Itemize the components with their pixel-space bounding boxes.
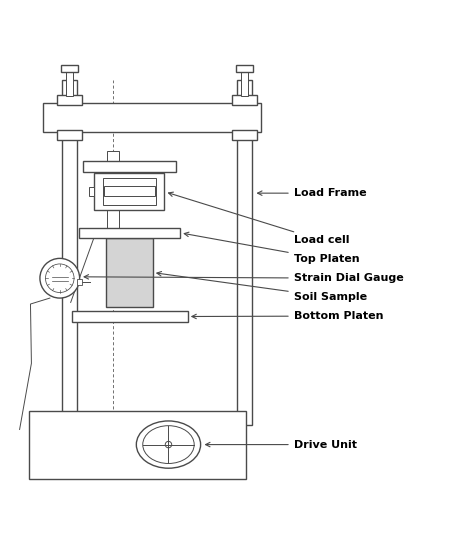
Bar [103,178,156,205]
Ellipse shape [137,421,201,468]
Bar [94,173,164,210]
Ellipse shape [143,426,194,463]
Bar [83,161,175,172]
Bar [232,95,257,105]
Bar [79,228,180,238]
Bar [61,65,78,72]
Bar [66,72,73,96]
Circle shape [165,441,172,448]
Bar [232,130,257,140]
Bar [107,150,119,238]
Bar [62,80,77,424]
Text: Soil Sample: Soil Sample [157,271,367,302]
Bar [241,72,248,96]
Text: Bottom Platen: Bottom Platen [192,311,383,321]
Bar [57,95,82,105]
Text: Top Platen: Top Platen [184,232,359,264]
Bar [29,411,246,479]
Bar [43,103,261,132]
Bar [57,130,82,140]
Text: Drive Unit: Drive Unit [206,440,357,450]
Circle shape [46,264,74,293]
Bar [89,187,94,195]
Bar [236,65,253,72]
Text: Load cell: Load cell [169,192,349,246]
Bar [77,279,82,285]
Bar [72,311,188,322]
Text: Strain Dial Gauge: Strain Dial Gauge [84,273,403,283]
Text: Load Frame: Load Frame [257,188,366,198]
Circle shape [40,258,80,298]
Bar [106,238,153,306]
Bar [104,185,155,196]
Bar [237,80,252,424]
